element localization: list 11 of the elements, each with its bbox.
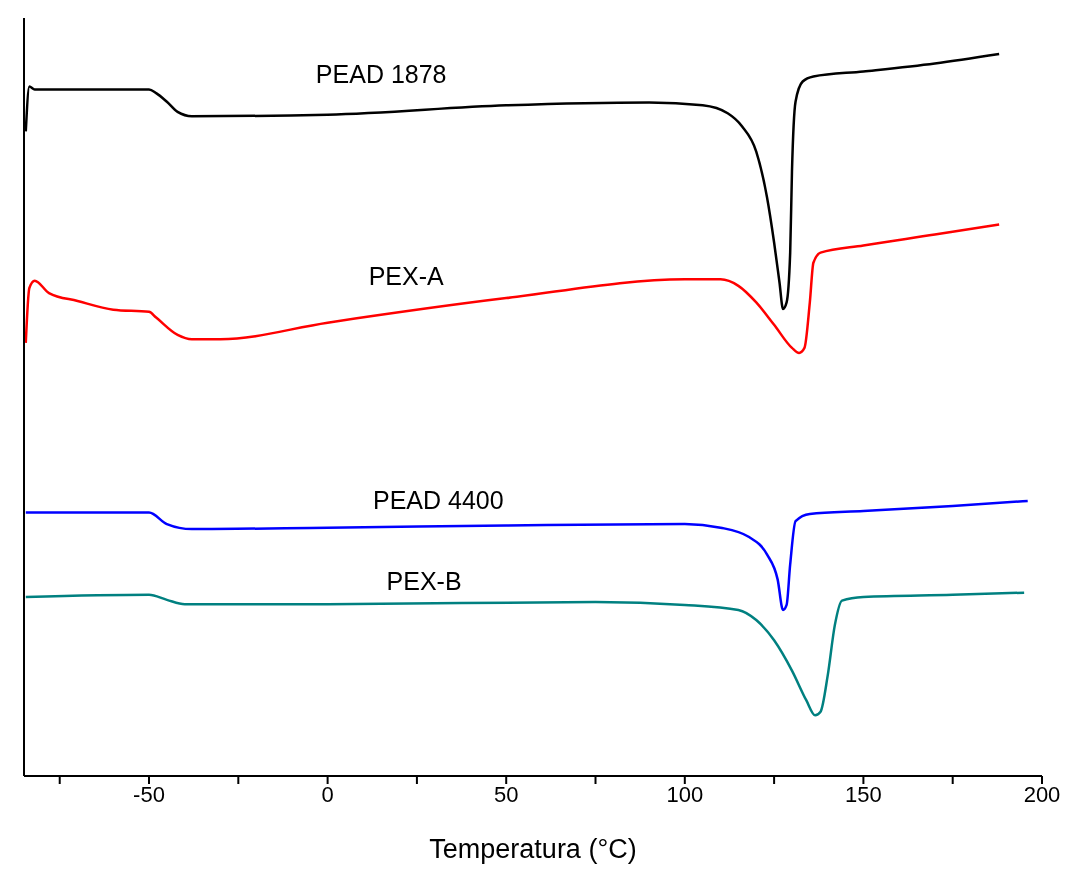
x-axis-title: Temperatura (°C) [429, 834, 637, 864]
series-label: PEX-A [368, 262, 445, 291]
x-tick-label: 100 [666, 781, 704, 807]
x-tick-label: 200 [1023, 781, 1061, 807]
x-tick-label: 150 [845, 781, 882, 807]
x-tick-label: -50 [133, 781, 165, 807]
x-tick-label: 0 [321, 781, 334, 807]
series-label: PEAD 4400 [373, 485, 504, 514]
series-label: PEAD 1878 [315, 59, 447, 88]
x-tick-label: 50 [493, 781, 519, 807]
series-label: PEX-B [386, 566, 462, 595]
